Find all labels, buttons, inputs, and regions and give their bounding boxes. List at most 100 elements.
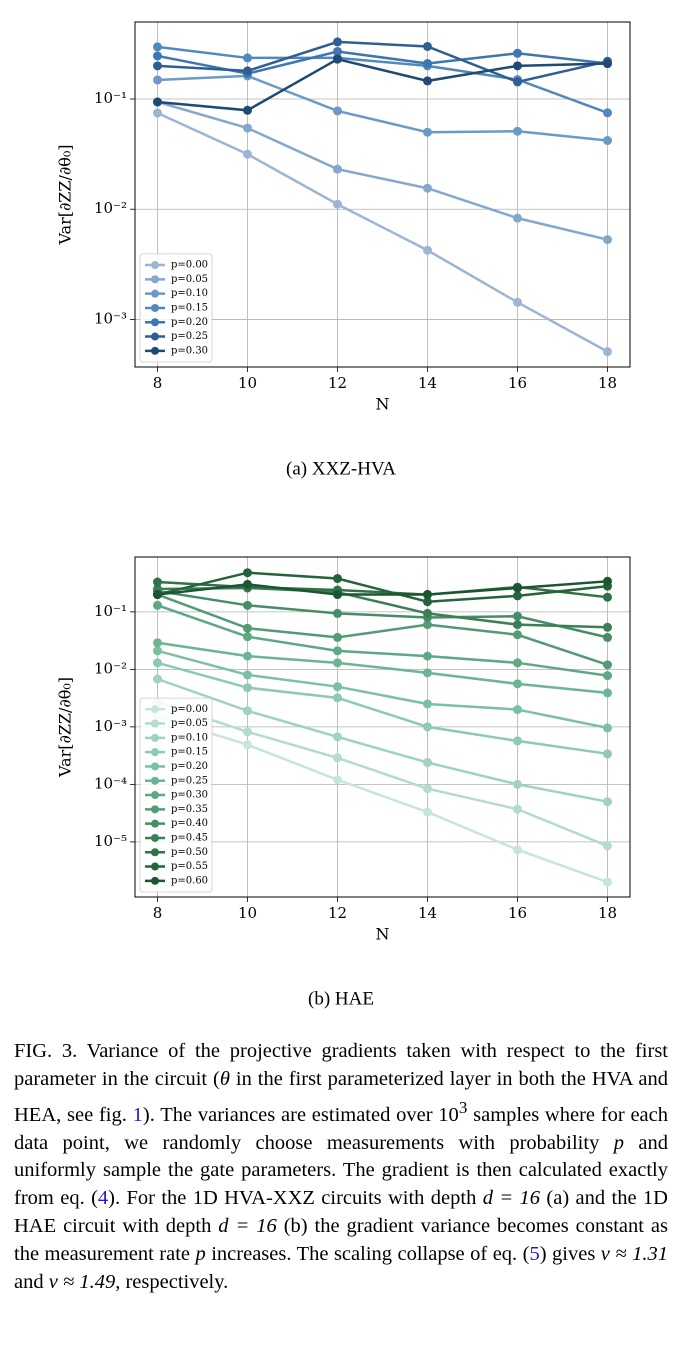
data-point	[423, 784, 432, 794]
legend-label: p=0.05	[171, 274, 208, 285]
legend-marker	[151, 719, 159, 728]
y-axis-label: Var[∂ZZ/∂θ₀]	[56, 145, 75, 246]
data-point	[333, 54, 342, 64]
legend-marker	[151, 791, 159, 800]
legend-marker	[151, 261, 159, 270]
data-point	[333, 590, 342, 600]
legend-label: p=0.55	[171, 861, 208, 872]
data-point	[423, 245, 432, 255]
data-point	[333, 46, 342, 56]
data-point	[513, 630, 522, 640]
caption-text: ) gives	[539, 1243, 601, 1266]
data-point	[423, 597, 432, 607]
plot-frame	[134, 21, 631, 368]
data-point	[243, 53, 252, 63]
data-point	[513, 804, 522, 814]
data-point	[333, 37, 342, 47]
series-line	[157, 715, 608, 884]
data-point	[513, 611, 522, 621]
x-axis-label: N	[376, 395, 390, 414]
data-point	[423, 127, 432, 137]
data-point	[423, 590, 432, 600]
data-point	[513, 126, 522, 136]
data-point	[603, 347, 612, 357]
figure: 8 10 12 14 16 18 10⁻¹ 10⁻² 10⁻³ N Var[∂ZZ/∂θ₀] (a) …	[56, 21, 631, 1009]
legend-marker	[151, 776, 159, 785]
x-tick-label: 10	[238, 904, 257, 922]
legend-label: p=0.25	[171, 775, 208, 786]
caption-text: and uniformly sample the gate parameters…	[14, 1131, 668, 1210]
data-point	[243, 600, 252, 610]
data-point	[513, 845, 522, 855]
legend-label: p=0.10	[171, 732, 208, 743]
series-line	[157, 700, 608, 848]
data-point	[423, 76, 432, 86]
data-point	[243, 706, 252, 716]
series-line	[157, 571, 608, 604]
data-point	[153, 638, 162, 648]
series-line	[157, 100, 608, 241]
caption-link[interactable]: 5	[529, 1243, 540, 1266]
legend-label: p=0.15	[171, 302, 208, 313]
legend-marker	[151, 346, 159, 355]
data-point	[333, 693, 342, 703]
data-point	[333, 646, 342, 656]
legend-box	[139, 697, 213, 893]
data-point	[423, 651, 432, 661]
data-point	[243, 66, 252, 76]
caption-math: d = 16	[218, 1215, 277, 1238]
data-point	[243, 568, 252, 578]
data-point	[513, 77, 522, 87]
x-tick-label: 16	[508, 374, 527, 392]
data-point	[513, 705, 522, 715]
data-point	[603, 660, 612, 670]
figure-caption: FIG. 3. Variance of the projective gradi…	[14, 1038, 668, 1297]
legend-label: p=0.20	[171, 761, 208, 772]
x-tick-label: 12	[328, 374, 347, 392]
legend-label: p=0.25	[171, 331, 208, 342]
legend-label: p=0.50	[171, 847, 208, 858]
legend-marker	[151, 332, 159, 341]
legend-marker	[151, 876, 159, 885]
caption-text: in the first parameterized layer in both…	[14, 1067, 668, 1126]
data-point	[243, 123, 252, 133]
legend-marker	[151, 275, 159, 284]
data-point	[513, 297, 522, 307]
x-tick-label: 8	[153, 904, 163, 922]
data-point	[243, 623, 252, 633]
caption-text: and	[14, 1271, 49, 1294]
data-point	[603, 671, 612, 681]
data-point	[243, 579, 252, 589]
caption-text: FIG. 3. Variance of the projective gradi…	[14, 1040, 668, 1090]
y-tick-label: 10⁻³	[94, 717, 127, 735]
caption-text: samples where for each data point, we ra…	[14, 1103, 668, 1154]
caption-link[interactable]: 1	[132, 1103, 143, 1126]
data-point	[333, 775, 342, 785]
data-point	[153, 577, 162, 587]
y-tick-label: 10⁻¹	[94, 89, 127, 107]
data-point	[513, 679, 522, 689]
data-point	[423, 699, 432, 709]
y-tick-label: 10⁻²	[94, 659, 127, 677]
data-point	[333, 682, 342, 692]
legend-marker	[151, 318, 159, 327]
data-point	[243, 651, 252, 661]
series-line	[157, 580, 608, 596]
caption-link[interactable]: 4	[97, 1187, 109, 1210]
data-point	[513, 61, 522, 71]
data-point	[153, 590, 162, 600]
data-point	[603, 576, 612, 586]
data-point	[333, 732, 342, 742]
y-tick-label: 10⁻²	[94, 199, 127, 217]
caption-text: (a) and the 1D HAE circuit with depth	[14, 1187, 668, 1238]
data-point	[333, 632, 342, 642]
data-point	[243, 727, 252, 737]
legend-label: p=0.30	[171, 345, 208, 356]
series-line	[157, 641, 608, 695]
data-point	[153, 51, 162, 61]
plot-frame	[134, 556, 631, 898]
data-point	[333, 574, 342, 584]
data-point	[153, 61, 162, 71]
x-tick-label: 18	[598, 904, 617, 922]
